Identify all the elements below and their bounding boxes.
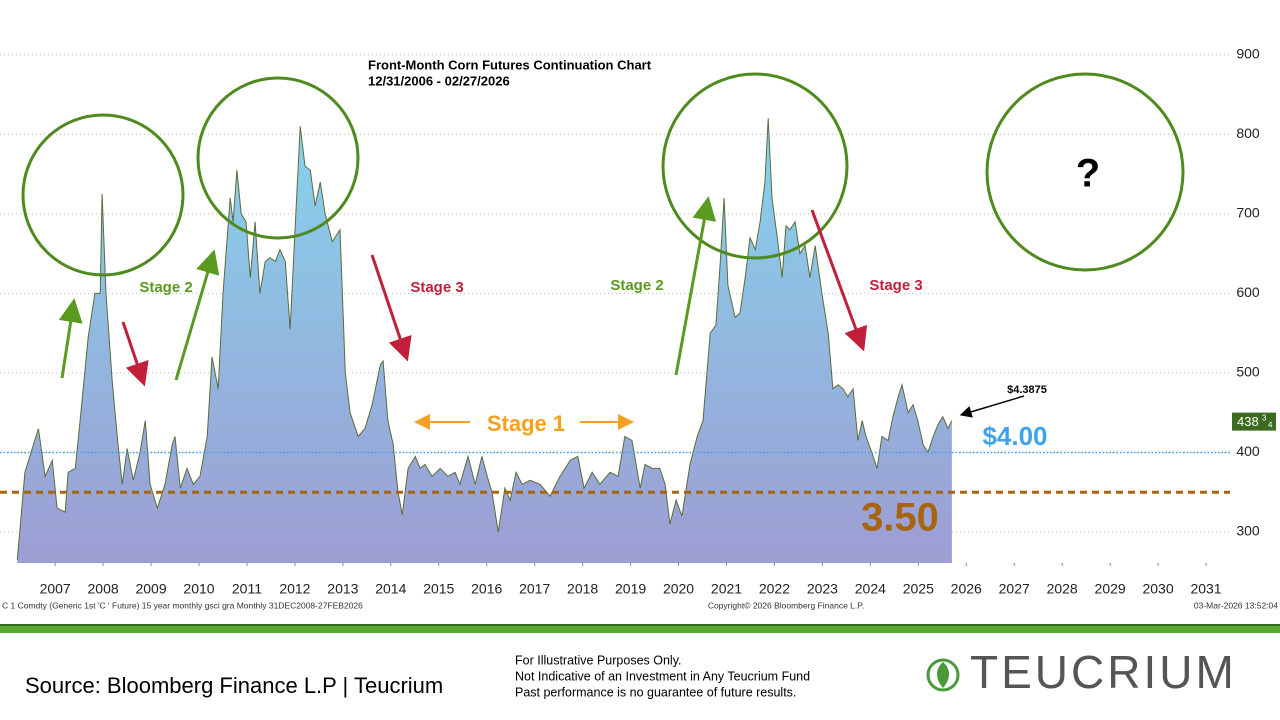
reference-label: $4.00 (982, 421, 1047, 451)
x-tick-label: 2026 (951, 581, 982, 597)
x-tick-label: 2010 (183, 581, 214, 597)
x-tick-label: 2012 (279, 581, 310, 597)
last-price-box (1232, 412, 1276, 431)
info-text: 03-Mar-2026 13:52:04 (1194, 600, 1278, 610)
info-text: C 1 Comdty (Generic 1st 'C ' Future) 15 … (2, 600, 363, 610)
source: Source: Bloomberg Finance L.P | Teucrium (25, 673, 443, 698)
x-tick-label: 2022 (759, 581, 790, 597)
arrow (674, 196, 717, 376)
x-tick-label: 2031 (1190, 581, 1221, 597)
x-tick-label: 2018 (567, 581, 598, 597)
info-text: Copyright© 2026 Bloomberg Finance L.P. (708, 600, 864, 610)
x-tick-label: 2008 (88, 581, 119, 597)
arrow (959, 395, 1025, 418)
x-tick-label: 2013 (327, 581, 358, 597)
arrow (174, 249, 220, 381)
x-tick-label: 2023 (807, 581, 838, 597)
x-tick-label: 2024 (855, 581, 886, 597)
footer-band (0, 624, 1280, 626)
circle (21, 113, 185, 277)
x-tick-label: 2015 (423, 581, 454, 597)
annotation-shapes (21, 72, 1185, 430)
x-tick-label: 2020 (663, 581, 694, 597)
chart-title: Front-Month Corn Futures Continuation Ch… (368, 57, 652, 72)
plot: 300 400 500 600 700 800 900 2007 2008 2009 2010 201… (0, 45, 1276, 597)
reference-label: 3.50 (861, 496, 939, 540)
y-tick-label: 800 (1236, 125, 1260, 141)
disclaimer: For Illustrative Purposes Only. (515, 653, 682, 667)
footer-band (0, 626, 1280, 633)
x-tick-label: 2025 (903, 581, 934, 597)
circle (985, 72, 1185, 272)
x-tick-label: 2029 (1095, 581, 1126, 597)
arrow (370, 254, 412, 362)
y-tick-label: 900 (1236, 45, 1260, 61)
x-tick-label: 2021 (711, 581, 742, 597)
x-tick-label: 2017 (519, 581, 550, 597)
arrow (58, 298, 83, 379)
x-tick-label: 2027 (999, 581, 1030, 597)
x-tick-label: 2028 (1047, 581, 1078, 597)
annotation: Stage 2 (139, 279, 192, 296)
x-tick-label: 2016 (471, 581, 502, 597)
y-tick-label: 500 (1236, 364, 1260, 380)
last-price: 4 (1268, 421, 1273, 430)
last-price: 3 (1262, 414, 1267, 423)
y-tick-label: 700 (1236, 205, 1260, 221)
x-tick-label: 2019 (615, 581, 646, 597)
x-tick-label: 2030 (1142, 581, 1173, 597)
circle (196, 76, 360, 240)
arrow (810, 209, 868, 352)
line (16, 118, 953, 560)
logo-text: TEUCRIUM (970, 646, 1237, 698)
price-callout: $4.3875 (1007, 384, 1047, 396)
annotation: Stage 1 (487, 411, 565, 436)
y-tick-label: 600 (1236, 284, 1260, 300)
x-tick-label: 2009 (135, 581, 166, 597)
area (17, 118, 952, 564)
chart-subtitle: 12/31/2006 - 02/27/2026 (368, 73, 510, 88)
annotation: Stage 3 (869, 277, 922, 294)
disclaimer: Not Indicative of an Investment in Any T… (515, 669, 810, 683)
annotation: Stage 3 (410, 279, 463, 296)
annotation: Stage 2 (610, 277, 663, 294)
y-tick-label: 400 (1236, 443, 1260, 459)
arrow (121, 321, 149, 387)
last-price: 438 (1237, 414, 1259, 429)
circle (661, 72, 849, 260)
disclaimer: Past performance is no guarantee of futu… (515, 685, 796, 699)
annotation: ? (1076, 152, 1100, 196)
x-tick-label: 2011 (232, 581, 262, 597)
x-tick-label: 2007 (40, 581, 71, 597)
x-tick-label: 2014 (375, 581, 406, 597)
y-tick-label: 300 (1236, 523, 1260, 539)
logo-icon (926, 658, 960, 692)
